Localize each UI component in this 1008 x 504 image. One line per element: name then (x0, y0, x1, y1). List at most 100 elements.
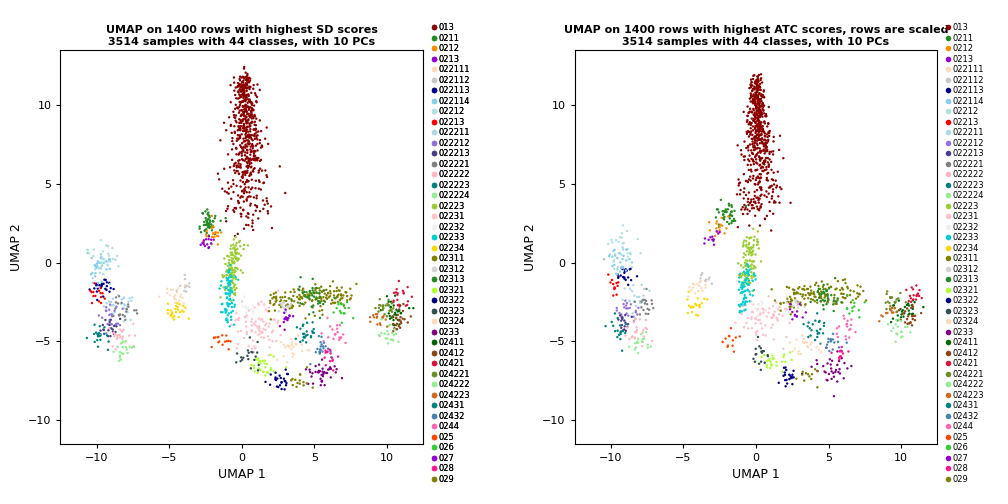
Point (731, 286, 747, 294)
Point (231, 91, 247, 99)
Point (245, 217, 261, 225)
Point (238, 79, 254, 87)
Point (88, 262, 104, 270)
Point (244, 104, 260, 112)
Point (625, 281, 641, 289)
Point (794, 368, 810, 376)
Point (635, 295, 651, 303)
Point (180, 314, 197, 323)
Point (389, 289, 405, 297)
Point (753, 107, 769, 115)
Point (616, 326, 632, 334)
Point (231, 88, 247, 96)
Point (803, 375, 820, 383)
Point (283, 297, 299, 305)
Point (236, 83, 252, 91)
Point (787, 294, 803, 302)
Point (225, 258, 241, 266)
Point (229, 118, 245, 127)
Point (88, 280, 104, 288)
Point (332, 334, 348, 342)
Point (281, 304, 297, 312)
Point (247, 303, 263, 311)
Point (227, 267, 243, 275)
Point (745, 157, 761, 165)
Point (287, 376, 303, 384)
Point (797, 300, 813, 308)
Point (613, 328, 629, 336)
Point (731, 301, 747, 309)
Point (277, 314, 293, 323)
Point (231, 80, 247, 88)
Point (214, 331, 230, 339)
Point (751, 71, 767, 79)
Point (724, 203, 740, 211)
Point (743, 97, 759, 105)
Point (246, 155, 262, 163)
Point (711, 229, 727, 237)
Point (757, 148, 773, 156)
Point (698, 277, 714, 285)
Point (879, 309, 895, 317)
Point (252, 330, 268, 338)
Point (742, 290, 758, 298)
Point (389, 291, 405, 299)
Point (239, 195, 255, 203)
Point (885, 314, 901, 323)
Point (163, 286, 179, 294)
Point (97, 323, 113, 331)
Point (777, 305, 793, 313)
Point (248, 353, 264, 361)
Point (218, 316, 234, 324)
Point (314, 310, 331, 319)
Point (314, 364, 331, 372)
Point (742, 141, 758, 149)
Point (250, 331, 266, 339)
Point (233, 160, 249, 168)
Point (94, 254, 110, 262)
Point (741, 244, 757, 252)
Point (90, 343, 106, 351)
Point (99, 299, 115, 307)
Point (610, 316, 626, 324)
Point (751, 101, 767, 109)
Point (257, 322, 273, 330)
Point (119, 302, 135, 310)
Point (684, 302, 701, 310)
Point (905, 285, 921, 293)
Point (750, 105, 766, 113)
Point (196, 238, 212, 246)
Point (234, 87, 250, 95)
Point (915, 303, 931, 311)
Point (796, 295, 812, 303)
Point (227, 128, 243, 136)
Point (233, 143, 249, 151)
Point (603, 279, 619, 287)
Point (799, 342, 815, 350)
Point (223, 244, 239, 253)
Point (333, 333, 349, 341)
Point (254, 143, 270, 151)
Point (311, 289, 328, 297)
Point (746, 143, 762, 151)
Point (314, 372, 331, 380)
Point (195, 209, 211, 217)
Point (644, 337, 660, 345)
Point (747, 139, 763, 147)
Point (249, 356, 265, 364)
Point (694, 271, 710, 279)
Point (323, 373, 339, 382)
Point (858, 296, 874, 304)
Point (752, 135, 768, 143)
Point (844, 316, 860, 324)
Point (742, 266, 758, 274)
Point (200, 210, 216, 218)
Point (308, 293, 325, 301)
Point (751, 132, 767, 140)
Point (690, 301, 707, 309)
Point (753, 348, 769, 356)
Point (633, 299, 649, 307)
Point (102, 265, 118, 273)
Point (750, 75, 766, 83)
Point (236, 122, 252, 130)
